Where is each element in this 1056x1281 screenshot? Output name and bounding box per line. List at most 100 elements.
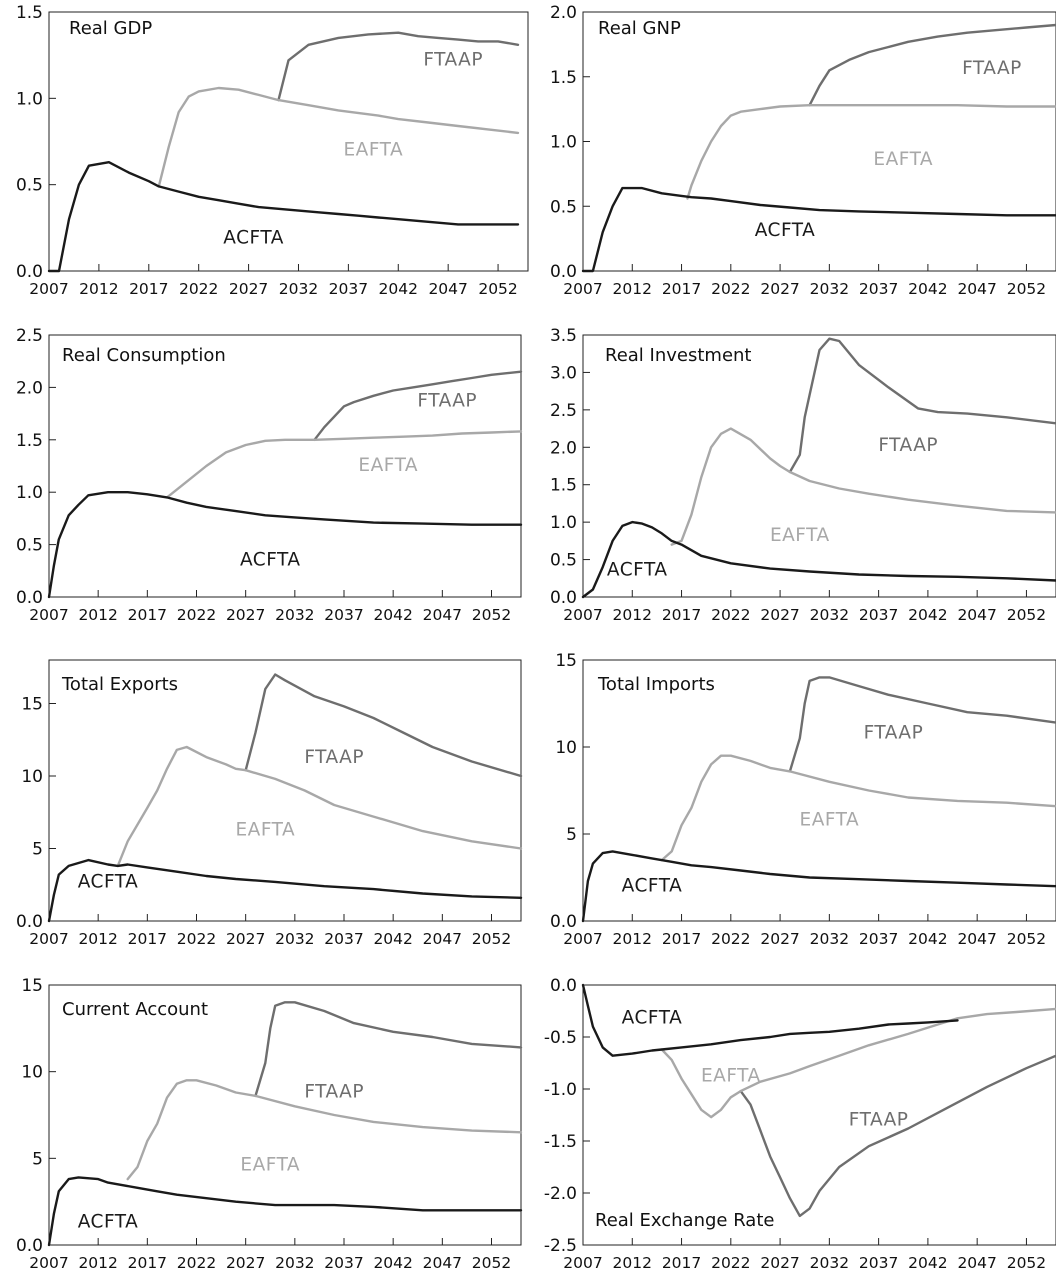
series-line-eafta <box>686 104 1056 200</box>
x-tick-label: 2007 <box>29 1254 68 1272</box>
series-label-eafta: EAFTA <box>800 809 860 830</box>
series-label-acfta: ACFTA <box>622 1007 683 1028</box>
x-tick-label: 2032 <box>279 280 318 298</box>
x-tick-label: 2022 <box>711 1254 750 1272</box>
panel-title: Real Investment <box>605 345 751 366</box>
y-tick-label: 15 <box>555 651 577 671</box>
series-label-ftaap: FTAAP <box>417 390 477 411</box>
y-tick-label: 0.0 <box>16 1236 43 1256</box>
x-tick-label: 2032 <box>275 606 314 624</box>
panel-8: -2.5 -2.0 -1.5 -1.0 -0.5 0.0 2007 2012 2017 2022 2… <box>544 976 1056 1272</box>
y-tick-label: 0.5 <box>16 536 43 556</box>
y-tick-label: 0.5 <box>550 551 577 571</box>
series-line-ftaap <box>313 370 523 441</box>
series-line-ftaap <box>808 23 1056 107</box>
series-label-acfta: ACFTA <box>78 872 139 893</box>
panel-title: Real GDP <box>69 18 152 39</box>
x-tick-label: 2047 <box>957 1254 996 1272</box>
x-tick-label: 2052 <box>1007 606 1046 624</box>
x-tick-label: 2017 <box>662 280 701 298</box>
y-tick-label: 1.0 <box>16 483 43 503</box>
y-tick-label: 1.0 <box>550 133 577 153</box>
y-tick-label: 2.5 <box>550 401 577 421</box>
y-tick-label: 2.0 <box>550 3 577 23</box>
series-line-ftaap <box>739 1054 1056 1218</box>
panel-title: Total Imports <box>597 674 715 695</box>
x-tick-label: 2022 <box>711 930 750 948</box>
y-tick-label: 1.5 <box>550 68 577 88</box>
series-line-eafta <box>660 754 1056 862</box>
series-line-acfta <box>581 186 1056 273</box>
series-line-acfta <box>581 520 1056 599</box>
y-tick-label: -1.0 <box>544 1080 577 1100</box>
x-tick-label: 2052 <box>472 1254 511 1272</box>
series-label-ftaap: FTAAP <box>304 1082 364 1103</box>
x-tick-label: 2017 <box>128 606 167 624</box>
y-tick-label: 1.5 <box>16 431 43 451</box>
series-label-acfta: ACFTA <box>622 875 683 896</box>
y-tick-label: 10 <box>555 738 577 758</box>
x-tick-label: 2042 <box>373 1254 412 1272</box>
y-tick-label: 0.0 <box>550 588 577 608</box>
y-tick-label: 3.0 <box>550 363 577 383</box>
y-tick-label: -1.5 <box>544 1132 577 1152</box>
panel-4: 0.0 0.5 1.0 1.5 2.0 2.5 3.0 3.5 2007 2012 2017 2022… <box>550 326 1056 624</box>
x-tick-label: 2012 <box>79 280 118 298</box>
x-tick-label: 2047 <box>423 1254 462 1272</box>
y-tick-label: 3.5 <box>550 326 577 346</box>
x-tick-label: 2042 <box>908 280 947 298</box>
y-tick-label: 1.0 <box>550 513 577 533</box>
x-tick-label: 2022 <box>179 280 218 298</box>
plot-frame <box>582 11 1056 272</box>
y-tick-label: 10 <box>21 767 43 787</box>
x-tick-label: 2052 <box>478 280 517 298</box>
x-tick-label: 2042 <box>908 1254 947 1272</box>
x-tick-label: 2027 <box>229 280 268 298</box>
series-line-ftaap <box>277 31 520 102</box>
series-label-acfta: ACFTA <box>78 1212 139 1233</box>
x-tick-label: 2017 <box>662 930 701 948</box>
x-tick-label: 2022 <box>177 1254 216 1272</box>
x-tick-label: 2007 <box>29 606 68 624</box>
panel-2: 0.0 0.5 1.0 1.5 2.0 2007 2012 2017 2022 2027 2032 2… <box>550 3 1056 298</box>
x-tick-label: 2047 <box>957 606 996 624</box>
panel-6: 0.0 5 10 15 2007 2012 2017 2022 2027 2032 2037 2042… <box>550 651 1056 948</box>
plot-frame <box>48 334 522 598</box>
y-tick-label: 1.0 <box>16 89 43 109</box>
plot-frame <box>48 984 522 1246</box>
series-line-acfta <box>47 858 523 923</box>
series-label-ftaap: FTAAP <box>962 58 1022 79</box>
series-label-acfta: ACFTA <box>755 220 816 241</box>
series-line-acfta <box>47 1176 523 1247</box>
y-tick-label: 5 <box>566 825 577 845</box>
x-tick-label: 2007 <box>29 280 68 298</box>
y-tick-label: 2.0 <box>16 378 43 398</box>
x-tick-label: 2017 <box>129 280 168 298</box>
panel-5: 0.0 5 10 15 2007 2012 2017 2022 2027 2032 2037 2042… <box>16 659 523 948</box>
x-tick-label: 2052 <box>472 606 511 624</box>
x-tick-label: 2027 <box>760 606 799 624</box>
x-tick-label: 2052 <box>1007 930 1046 948</box>
series-line-acfta <box>581 983 959 1057</box>
y-tick-label: 0.0 <box>550 976 577 996</box>
y-tick-label: 0.0 <box>550 262 577 282</box>
y-tick-label: 0.0 <box>16 262 43 282</box>
x-tick-label: 2042 <box>373 606 412 624</box>
panel-7: 0.0 5 10 15 2007 2012 2017 2022 2027 2032 2037 2042… <box>16 976 523 1272</box>
series-label-eafta: EAFTA <box>358 455 418 476</box>
y-tick-label: 1.5 <box>550 476 577 496</box>
x-tick-label: 2007 <box>563 930 602 948</box>
series-label-eafta: EAFTA <box>343 139 403 160</box>
series-line-ftaap <box>788 676 1056 773</box>
x-tick-label: 2027 <box>226 930 265 948</box>
y-tick-label: 15 <box>21 695 43 715</box>
x-tick-label: 2032 <box>810 930 849 948</box>
series-label-ftaap: FTAAP <box>849 1109 909 1130</box>
x-tick-label: 2022 <box>711 606 750 624</box>
y-tick-label: 0.0 <box>16 912 43 932</box>
series-label-ftaap: FTAAP <box>878 435 938 456</box>
x-tick-label: 2022 <box>711 280 750 298</box>
x-tick-label: 2032 <box>810 606 849 624</box>
x-tick-label: 2042 <box>908 930 947 948</box>
